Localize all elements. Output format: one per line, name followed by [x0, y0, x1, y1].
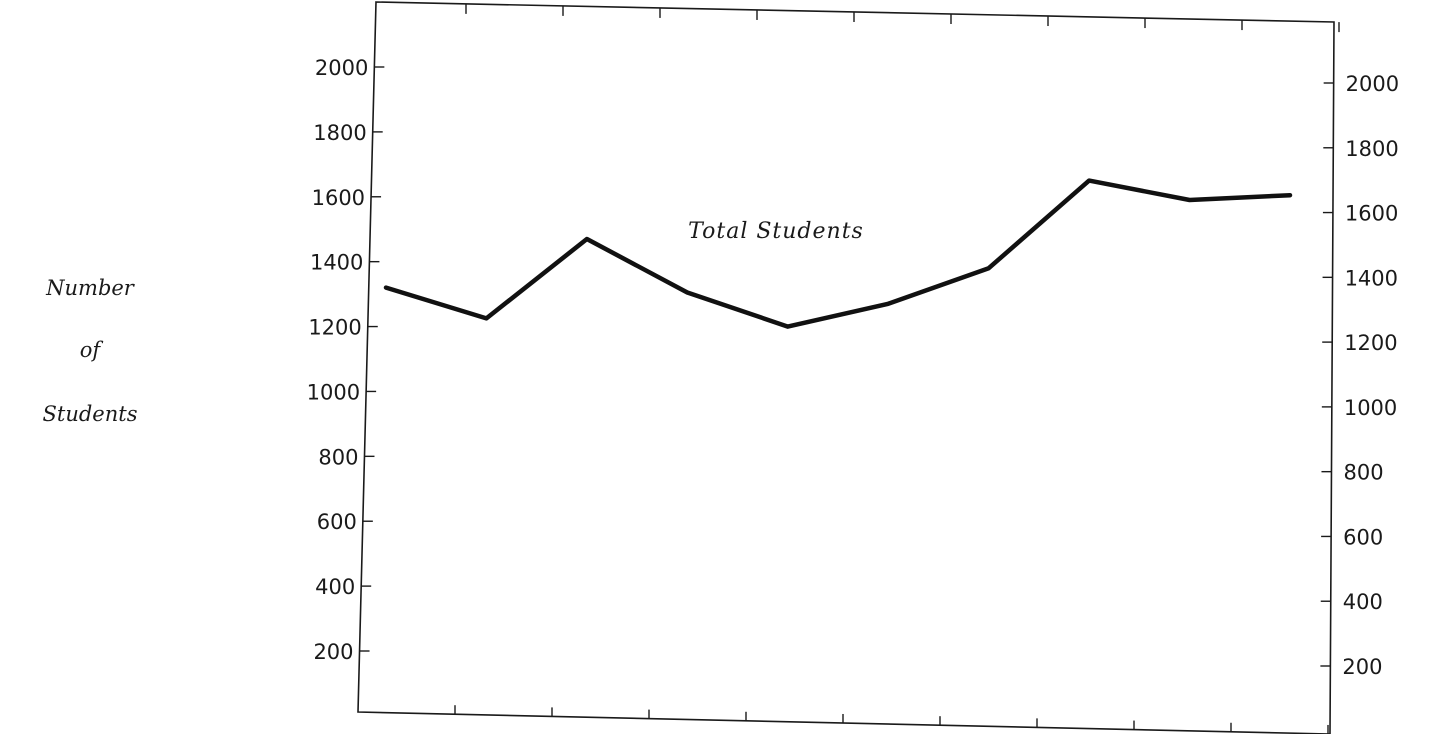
left-y-tick-label: 400: [315, 575, 355, 599]
right-y-tick-label: 1400: [1345, 266, 1398, 290]
right-y-tick-label: 600: [1343, 525, 1383, 549]
x-axis-ticks-bottom: [454, 705, 1329, 734]
right-y-tick-label: 800: [1343, 461, 1383, 485]
right-y-tick-label: 1800: [1345, 137, 1398, 161]
left-y-tick-label: 600: [317, 510, 357, 534]
y-axis-label: Number of Students: [43, 276, 138, 426]
left-y-tick-label: 800: [318, 445, 358, 469]
y-axis-label-line-3: Students: [43, 402, 138, 426]
left-y-tick-label: 2000: [315, 56, 368, 80]
right-y-tick-label: 400: [1343, 590, 1383, 614]
series-line-total-students: [383, 178, 1293, 329]
right-y-tick-label: 2000: [1346, 72, 1399, 96]
left-y-tick-label: 1200: [308, 316, 361, 340]
right-y-tick-label: 200: [1342, 655, 1382, 679]
left-y-axis: 200 400 600 800 1000 1200 1400 1600 1800 2000: [307, 56, 385, 664]
right-y-tick-label: 1000: [1344, 396, 1397, 420]
left-y-tick-label: 1400: [310, 251, 363, 275]
left-y-tick-label: 200: [313, 640, 353, 664]
left-y-tick-label: 1600: [312, 186, 365, 210]
series-label-total-students: Total Students: [688, 219, 864, 244]
plot-frame: [357, 1, 1335, 734]
right-y-tick-label: 1600: [1345, 202, 1398, 226]
x-axis-ticks-top: [465, 3, 1340, 33]
left-y-tick-label: 1800: [313, 121, 366, 145]
left-y-tick-label: 1000: [307, 380, 360, 404]
right-y-tick-label: 1200: [1344, 331, 1397, 355]
right-y-axis: 200 400 600 800 1000 1200 1400 1600 1800 2000: [1320, 72, 1399, 679]
y-axis-label-line-1: Number: [45, 276, 136, 300]
y-axis-label-line-2: of: [80, 338, 104, 362]
